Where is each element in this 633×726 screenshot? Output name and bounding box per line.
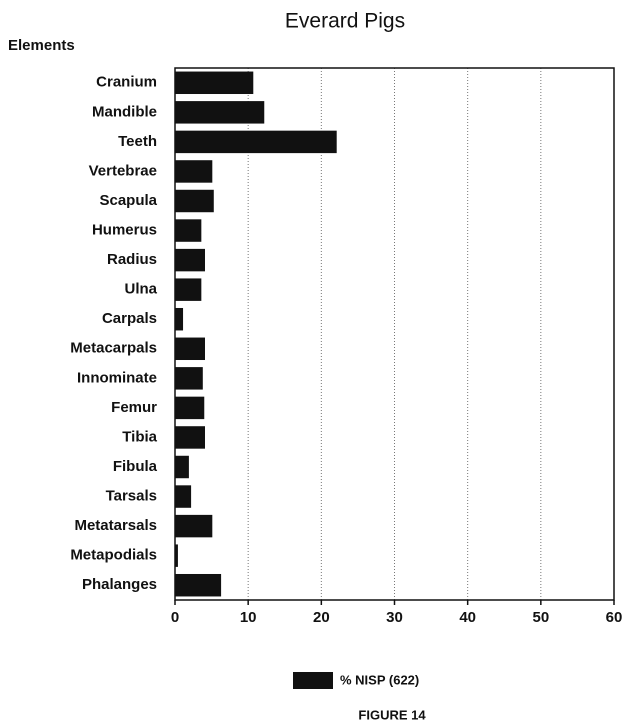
bar [175, 130, 337, 154]
y-tick-label: Teeth [118, 133, 157, 150]
bar [175, 337, 205, 361]
bar [175, 160, 213, 183]
y-tick-label: Radius [107, 251, 157, 268]
legend-label: % NISP (622) [340, 672, 419, 687]
y-tick-label: Phalanges [82, 576, 157, 593]
x-tick-label: 0 [171, 609, 179, 626]
y-axis-label: Elements [8, 37, 75, 54]
y-tick-label: Metatarsals [74, 517, 157, 534]
x-tick-label: 50 [532, 609, 549, 626]
bar [175, 396, 205, 420]
y-tick-label: Scapula [99, 192, 157, 209]
bar [175, 514, 213, 538]
x-tick-label: 20 [313, 609, 330, 626]
y-tick-label: Femur [111, 399, 157, 416]
y-tick-label: Humerus [92, 222, 157, 239]
bar [175, 219, 202, 242]
plot-frame [174, 67, 615, 601]
x-tick-label: 60 [606, 609, 623, 626]
y-tick-label: Fibula [113, 458, 158, 475]
bar [175, 455, 189, 479]
bar [175, 278, 202, 301]
x-tick-label: 30 [386, 609, 403, 626]
caption: FIGURE 14 [358, 707, 426, 722]
y-tick-label: Vertebrae [89, 162, 157, 179]
y-tick-label: Carpals [102, 310, 157, 327]
chart-title: Everard Pigs [285, 10, 405, 33]
y-tick-label: Ulna [124, 281, 157, 298]
y-tick-label: Tarsals [106, 488, 157, 505]
bar [175, 485, 192, 508]
bar [175, 426, 205, 449]
y-tick-label: Tibia [122, 428, 157, 445]
bar [175, 189, 214, 213]
y-tick-label: Cranium [96, 74, 157, 91]
x-tick-label: 10 [240, 609, 257, 626]
bar [175, 307, 184, 331]
bar [175, 367, 203, 390]
y-tick-label: Metapodials [70, 547, 157, 564]
y-tick-label: Mandible [92, 103, 157, 120]
y-tick-label: Metacarpals [70, 340, 157, 357]
bar [175, 248, 205, 272]
bar [175, 573, 222, 597]
bar [175, 101, 265, 124]
legend-swatch [293, 672, 333, 689]
bar [175, 71, 254, 95]
x-tick-label: 40 [459, 609, 476, 626]
bar [175, 544, 178, 567]
y-tick-label: Innominate [77, 369, 157, 386]
